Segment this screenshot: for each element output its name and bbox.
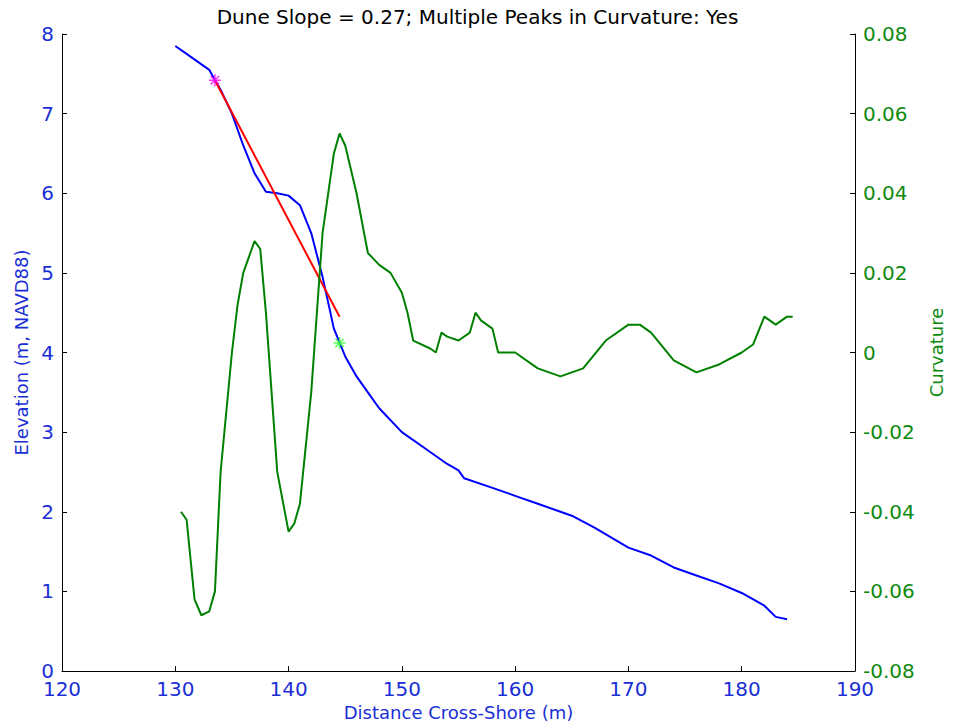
svg-text:-0.08: -0.08 xyxy=(863,659,915,683)
svg-text:0.06: 0.06 xyxy=(863,102,908,126)
svg-text:7: 7 xyxy=(41,102,54,126)
svg-text:Dune Slope = 0.27; Multiple Pe: Dune Slope = 0.27; Multiple Peaks in Cur… xyxy=(217,5,739,29)
svg-text:Distance Cross-Shore (m): Distance Cross-Shore (m) xyxy=(344,702,574,723)
svg-text:150: 150 xyxy=(383,677,421,701)
svg-text:190: 190 xyxy=(836,677,874,701)
svg-text:5: 5 xyxy=(41,261,54,285)
svg-text:0.04: 0.04 xyxy=(863,181,908,205)
svg-text:120: 120 xyxy=(43,677,81,701)
svg-text:2: 2 xyxy=(41,500,54,524)
svg-text:1: 1 xyxy=(41,579,54,603)
svg-text:0.02: 0.02 xyxy=(863,261,908,285)
svg-text:0: 0 xyxy=(41,659,54,683)
svg-text:170: 170 xyxy=(609,677,647,701)
svg-text:6: 6 xyxy=(41,181,54,205)
svg-text:-0.06: -0.06 xyxy=(863,579,915,603)
svg-text:0: 0 xyxy=(863,341,876,365)
svg-text:140: 140 xyxy=(269,677,307,701)
svg-text:Elevation (m, NAVD88): Elevation (m, NAVD88) xyxy=(11,249,32,455)
svg-text:4: 4 xyxy=(41,341,54,365)
svg-text:180: 180 xyxy=(723,677,761,701)
svg-text:8: 8 xyxy=(41,22,54,46)
svg-text:3: 3 xyxy=(41,420,54,444)
svg-text:130: 130 xyxy=(156,677,194,701)
svg-text:Curvature: Curvature xyxy=(926,308,947,398)
svg-text:-0.02: -0.02 xyxy=(863,420,915,444)
svg-text:160: 160 xyxy=(496,677,534,701)
svg-text:0.08: 0.08 xyxy=(863,22,908,46)
svg-text:-0.04: -0.04 xyxy=(863,500,915,524)
